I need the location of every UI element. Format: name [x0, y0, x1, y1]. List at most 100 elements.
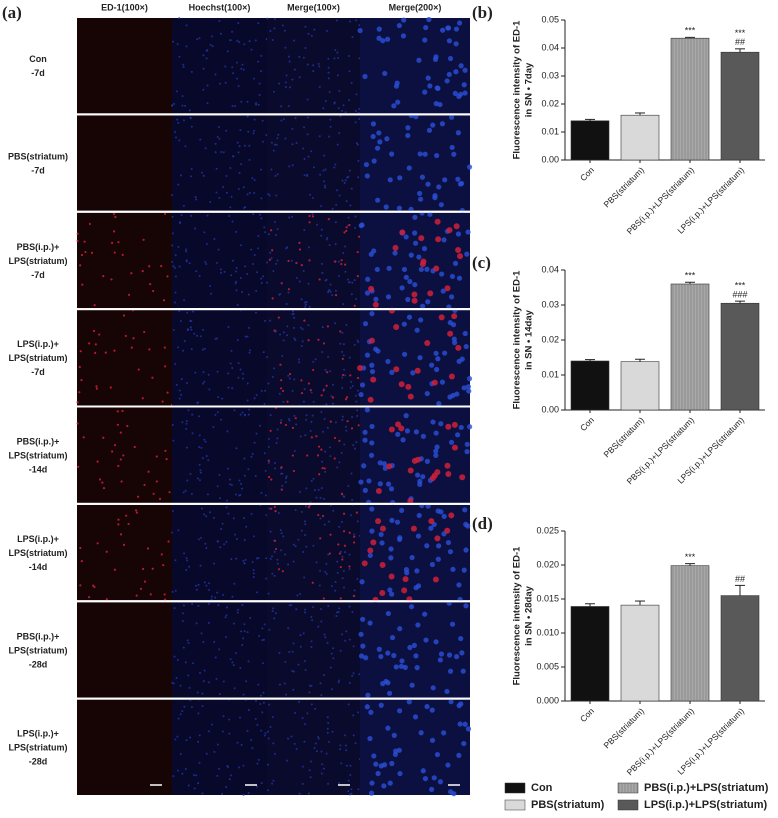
nucleus	[302, 147, 305, 150]
nucleus	[274, 461, 277, 464]
nucleus	[174, 254, 177, 257]
nucleus	[201, 328, 204, 331]
nucleus	[282, 535, 285, 538]
ed1-cell	[459, 474, 466, 481]
nucleus	[330, 585, 333, 588]
nucleus	[189, 736, 192, 739]
nucleus	[181, 349, 184, 352]
ed1-cell	[407, 393, 414, 400]
ed1-cell	[451, 444, 458, 451]
nucleus	[193, 332, 196, 335]
nucleus	[312, 544, 315, 547]
nucleus	[422, 151, 428, 157]
nucleus	[261, 140, 264, 143]
x-tick-label: Con	[578, 165, 596, 183]
nucleus	[335, 614, 338, 617]
nucleus	[329, 370, 332, 373]
nucleus	[278, 683, 281, 686]
nucleus	[171, 509, 174, 512]
nucleus	[364, 290, 371, 296]
nucleus	[335, 203, 338, 206]
nucleus	[251, 452, 254, 455]
nucleus	[414, 665, 420, 671]
nucleus	[259, 213, 262, 216]
nucleus	[249, 349, 252, 352]
nucleus	[292, 312, 295, 315]
nucleus	[238, 494, 241, 497]
column-header: Merge(200×)	[389, 2, 442, 12]
nucleus	[216, 136, 219, 139]
nucleus	[342, 570, 345, 573]
nucleus	[355, 93, 358, 96]
nucleus	[180, 393, 183, 396]
ed1-cell	[163, 346, 166, 349]
nucleus	[342, 586, 345, 589]
ed1-cell	[92, 329, 96, 333]
nucleus	[442, 350, 448, 356]
nucleus	[309, 776, 312, 779]
nucleus	[287, 737, 290, 740]
nucleus	[294, 712, 297, 715]
nucleus	[233, 533, 236, 536]
ed1-cell	[308, 214, 311, 218]
nucleus	[284, 477, 287, 480]
nucleus	[394, 519, 401, 525]
row-label: -7d	[31, 270, 45, 280]
y-tick-label: 0.015	[536, 593, 559, 603]
nucleus	[292, 670, 295, 673]
nucleus	[297, 538, 300, 541]
nucleus	[422, 611, 428, 617]
nucleus	[381, 461, 388, 467]
nucleus	[350, 187, 353, 190]
nucleus	[229, 206, 232, 209]
nucleus	[285, 302, 288, 305]
nucleus	[352, 672, 355, 675]
nucleus	[463, 343, 469, 350]
nucleus	[304, 611, 307, 614]
nucleus	[291, 78, 294, 81]
nucleus	[196, 38, 199, 41]
micrograph	[267, 699, 360, 795]
y-tick-label: 0.00	[541, 404, 559, 414]
nucleus	[357, 341, 360, 344]
ed1-cell	[143, 580, 147, 583]
nucleus	[262, 275, 265, 278]
nucleus	[236, 77, 239, 80]
y-axis-label: in SN • 28day	[524, 585, 535, 646]
ed1-cell	[345, 226, 348, 229]
nucleus	[183, 705, 186, 708]
ed1-cell	[312, 368, 315, 372]
nucleus	[184, 768, 187, 771]
nucleus	[367, 620, 373, 626]
ed1-cell	[164, 365, 167, 368]
ed1-cell	[135, 594, 138, 597]
ed1-cell	[268, 258, 271, 261]
nucleus	[243, 206, 246, 209]
nucleus	[261, 639, 264, 642]
nucleus	[253, 118, 256, 121]
nucleus	[231, 387, 234, 390]
nucleus	[302, 551, 305, 554]
nucleus	[291, 127, 294, 130]
nucleus	[267, 437, 270, 440]
nucleus	[178, 265, 181, 268]
ed1-cell	[455, 344, 462, 351]
nucleus	[252, 576, 255, 579]
nucleus	[358, 108, 361, 111]
nucleus	[185, 446, 188, 449]
nucleus	[195, 270, 198, 273]
nucleus	[339, 342, 342, 345]
ed1-cell	[287, 288, 291, 291]
nucleus	[344, 425, 347, 428]
nucleus	[336, 74, 339, 77]
row-label: LPS(striatum)	[8, 353, 67, 363]
nucleus	[429, 561, 436, 568]
nucleus	[178, 397, 181, 400]
nucleus	[333, 101, 336, 104]
y-tick-label: 0.01	[541, 126, 559, 136]
nucleus	[221, 397, 224, 400]
ed1-cell	[342, 530, 346, 533]
nucleus	[385, 610, 392, 617]
nucleus	[227, 512, 230, 515]
bar	[570, 360, 610, 411]
